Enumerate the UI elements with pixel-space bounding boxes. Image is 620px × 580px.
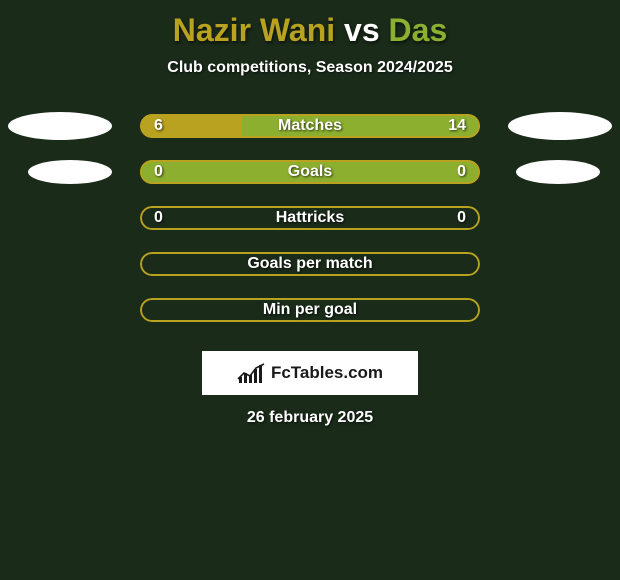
stat-label: Min per goal (140, 301, 480, 319)
comparison-chart: 6 14 Matches 0 0 Goals 0 0 Hattricks (0, 103, 620, 333)
stat-label: Hattricks (140, 209, 480, 227)
stat-row-matches: 6 14 Matches (0, 103, 620, 149)
stat-label: Goals (140, 163, 480, 181)
bar-min-per-goal: Min per goal (140, 298, 480, 322)
title-vs: vs (344, 12, 388, 48)
bar-goals: 0 0 Goals (140, 160, 480, 184)
footer-date: 26 february 2025 (0, 409, 620, 427)
page-title: Nazir Wani vs Das (0, 0, 620, 49)
bar-matches: 6 14 Matches (140, 114, 480, 138)
stat-row-hattricks: 0 0 Hattricks (0, 195, 620, 241)
player2-avatar (508, 112, 612, 140)
player1-avatar (8, 112, 112, 140)
bar-hattricks: 0 0 Hattricks (140, 206, 480, 230)
player2-avatar-small (516, 160, 600, 184)
fctables-chart-icon (237, 363, 265, 383)
source-logo-text: FcTables.com (271, 363, 383, 383)
subtitle: Club competitions, Season 2024/2025 (0, 59, 620, 77)
title-player1: Nazir Wani (173, 12, 335, 48)
bar-goals-per-match: Goals per match (140, 252, 480, 276)
stat-row-goals-per-match: Goals per match (0, 241, 620, 287)
stat-label: Matches (140, 117, 480, 135)
stat-row-min-per-goal: Min per goal (0, 287, 620, 333)
stat-row-goals: 0 0 Goals (0, 149, 620, 195)
stat-label: Goals per match (140, 255, 480, 273)
player1-avatar-small (28, 160, 112, 184)
source-logo-badge: FcTables.com (202, 351, 418, 395)
title-player2: Das (389, 12, 448, 48)
